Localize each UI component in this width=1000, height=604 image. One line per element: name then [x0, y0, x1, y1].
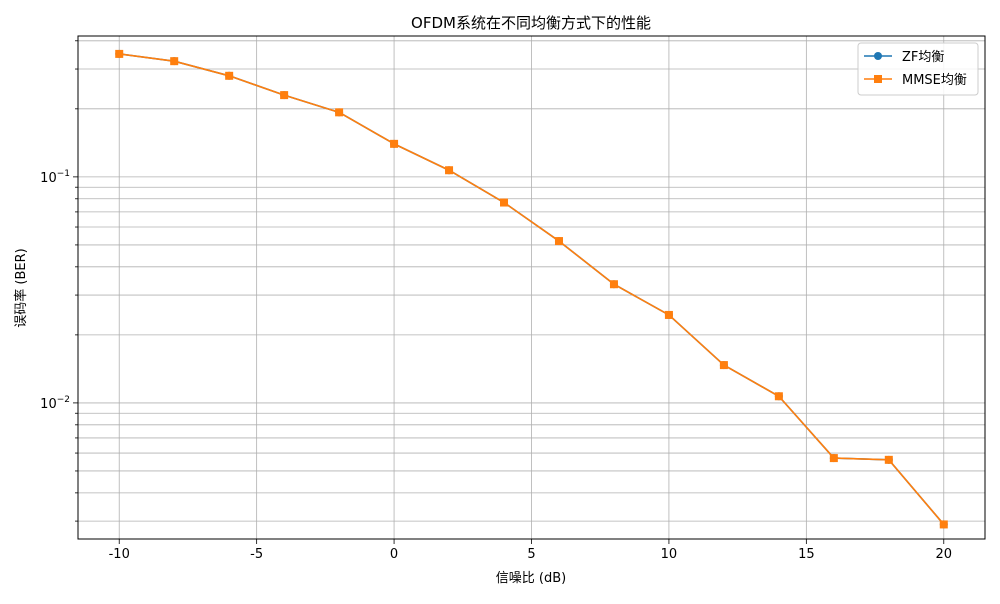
chart-title: OFDM系统在不同均衡方式下的性能 — [411, 14, 651, 32]
x-tick-label: 20 — [935, 547, 952, 562]
data-point-square — [225, 71, 234, 80]
data-point-square — [829, 454, 838, 463]
legend-zf-label: ZF均衡 — [902, 50, 944, 65]
tick-layer: -10 -5 0 5 10 15 20 10−1 10−2 — [40, 40, 952, 562]
legend: ZF均衡 MMSE均衡 — [857, 42, 979, 96]
data-point-square — [500, 198, 509, 207]
grid-layer — [78, 36, 985, 539]
series-layer — [115, 49, 948, 529]
x-tick-label: 0 — [390, 547, 398, 562]
data-point-square — [554, 237, 563, 246]
legend-zf-marker — [874, 52, 882, 60]
data-point-square — [884, 455, 893, 464]
x-tick-label: 10 — [661, 547, 678, 562]
data-point-square — [335, 108, 344, 117]
data-point-square — [115, 49, 124, 58]
x-tick-label: 15 — [798, 547, 815, 562]
data-point-square — [939, 520, 948, 529]
x-tick-label: -10 — [109, 547, 130, 562]
legend-mmse-label: MMSE均衡 — [902, 73, 967, 88]
x-tick-label: -5 — [250, 547, 263, 562]
data-point-square — [609, 280, 618, 289]
series-line-1 — [119, 53, 945, 525]
x-tick-label: 5 — [527, 547, 535, 562]
y-tick-label: 10−1 — [40, 169, 70, 186]
y-tick-label: 10−2 — [40, 395, 70, 412]
data-point-square — [719, 361, 728, 370]
data-point-square — [390, 139, 399, 148]
data-point-square — [445, 166, 454, 175]
y-axis-label: 误码率 (BER) — [13, 248, 29, 327]
data-point-square — [170, 57, 179, 66]
data-point-square — [774, 392, 783, 401]
data-point-square — [280, 91, 289, 100]
data-point-square — [664, 310, 673, 319]
x-axis-label: 信噪比 (dB) — [496, 571, 566, 586]
legend-mmse-marker — [874, 75, 882, 83]
